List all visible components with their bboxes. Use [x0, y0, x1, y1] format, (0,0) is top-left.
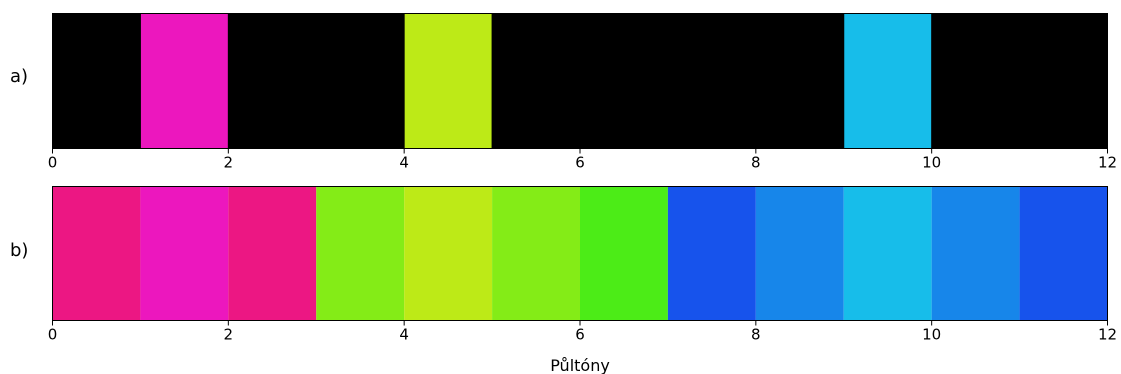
- panel-b: 0 2 4 6 8 10 12 b): [10, 186, 1117, 344]
- color-segment-2: [403, 13, 493, 149]
- x-axis-label: Půltóny: [550, 356, 610, 374]
- x-tick-label: 8: [751, 326, 761, 344]
- x-tick-label: 10: [922, 326, 941, 344]
- x-tick-label: 0: [48, 154, 58, 172]
- color-segment-1: [52, 186, 141, 321]
- x-tick-label: 8: [751, 154, 761, 172]
- color-segment-12: [1019, 186, 1108, 321]
- color-segment-1: [139, 13, 229, 149]
- color-segment-5: [404, 186, 493, 321]
- color-segment-7: [580, 186, 668, 321]
- x-tick-label: 0: [48, 326, 58, 344]
- panel-label: b): [10, 240, 28, 261]
- x-tick-label: 6: [575, 326, 585, 344]
- x-tick-label: 2: [224, 326, 234, 344]
- color-segment-8: [667, 186, 756, 321]
- color-segment-10: [843, 186, 932, 321]
- x-tick-label: 6: [575, 154, 585, 172]
- color-segment-4: [316, 186, 405, 321]
- x-tick-label: 4: [399, 326, 409, 344]
- color-segment-3: [228, 186, 317, 321]
- x-tick-label: 4: [399, 154, 409, 172]
- color-segment-3: [843, 13, 933, 149]
- color-segment-2: [140, 186, 229, 321]
- x-tick-label: 12: [1098, 154, 1117, 172]
- color-segment-6: [492, 186, 580, 321]
- panel-a: 0 2 4 6 8 10 12 a): [10, 13, 1117, 172]
- x-tick-label: 12: [1098, 326, 1117, 344]
- panel-label: a): [10, 66, 28, 87]
- x-tick-label: 10: [922, 154, 941, 172]
- color-segment-11: [931, 186, 1020, 321]
- x-tick-label: 2: [224, 154, 234, 172]
- color-segment-9: [755, 186, 844, 321]
